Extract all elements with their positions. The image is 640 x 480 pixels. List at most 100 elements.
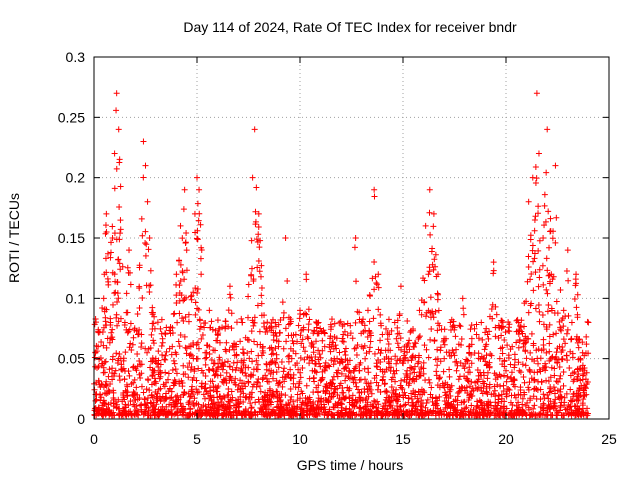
data-point bbox=[414, 360, 421, 367]
data-point bbox=[580, 387, 587, 394]
data-point bbox=[531, 402, 538, 409]
data-point bbox=[287, 318, 294, 325]
data-point bbox=[252, 399, 259, 406]
data-point bbox=[388, 356, 395, 363]
data-point bbox=[554, 310, 561, 317]
data-point bbox=[99, 402, 106, 409]
data-point bbox=[462, 387, 469, 394]
data-point bbox=[94, 364, 101, 371]
data-point bbox=[396, 330, 403, 337]
data-point bbox=[307, 398, 314, 405]
data-point bbox=[98, 394, 105, 401]
data-point bbox=[399, 385, 406, 392]
data-point bbox=[535, 247, 542, 254]
data-point bbox=[547, 355, 554, 362]
data-point bbox=[371, 186, 378, 193]
data-point bbox=[102, 381, 109, 388]
data-point bbox=[479, 402, 486, 409]
data-point bbox=[181, 389, 188, 396]
data-point bbox=[246, 391, 253, 398]
data-point bbox=[527, 397, 534, 404]
data-point bbox=[208, 396, 215, 403]
data-point bbox=[471, 325, 478, 332]
data-point bbox=[460, 311, 467, 318]
data-point bbox=[250, 366, 257, 373]
data-point bbox=[185, 311, 192, 318]
data-point bbox=[428, 384, 435, 391]
data-point bbox=[533, 90, 540, 97]
data-point bbox=[409, 376, 416, 383]
data-point bbox=[539, 404, 546, 411]
data-point bbox=[209, 407, 216, 414]
data-point bbox=[463, 384, 470, 391]
data-point bbox=[364, 334, 371, 341]
data-point bbox=[360, 405, 367, 412]
data-point bbox=[99, 304, 106, 311]
data-point bbox=[543, 169, 550, 176]
data-point bbox=[96, 391, 103, 398]
data-point bbox=[266, 412, 273, 419]
data-point bbox=[181, 333, 188, 340]
data-point bbox=[228, 325, 235, 332]
data-point bbox=[139, 295, 146, 302]
data-point bbox=[370, 403, 377, 410]
data-point bbox=[422, 313, 429, 320]
data-point bbox=[187, 293, 194, 300]
data-point bbox=[406, 380, 413, 387]
data-point bbox=[375, 306, 382, 313]
data-point bbox=[396, 311, 403, 318]
data-point bbox=[351, 374, 358, 381]
data-point bbox=[205, 366, 212, 373]
data-point bbox=[494, 381, 501, 388]
data-point bbox=[535, 210, 542, 217]
data-point bbox=[549, 235, 556, 242]
data-point bbox=[285, 332, 292, 339]
data-point bbox=[104, 275, 111, 282]
data-point bbox=[248, 237, 255, 244]
data-point bbox=[269, 346, 276, 353]
data-point bbox=[227, 294, 234, 301]
data-point bbox=[472, 409, 479, 416]
data-point bbox=[360, 345, 367, 352]
data-point bbox=[401, 355, 408, 362]
data-point bbox=[182, 240, 189, 247]
data-point bbox=[171, 377, 178, 384]
data-point bbox=[233, 364, 240, 371]
data-point bbox=[386, 398, 393, 405]
data-point bbox=[112, 278, 119, 285]
data-point bbox=[528, 270, 535, 277]
data-point bbox=[361, 376, 368, 383]
data-point bbox=[567, 386, 574, 393]
data-point bbox=[201, 324, 208, 331]
data-point bbox=[297, 310, 304, 317]
data-point bbox=[371, 412, 378, 419]
data-point bbox=[485, 398, 492, 405]
data-point bbox=[416, 307, 423, 314]
data-point bbox=[238, 315, 245, 322]
data-point bbox=[113, 90, 120, 97]
data-point bbox=[299, 364, 306, 371]
data-point bbox=[434, 327, 441, 334]
data-point bbox=[465, 408, 472, 415]
data-point bbox=[441, 397, 448, 404]
data-point bbox=[152, 388, 159, 395]
data-point bbox=[302, 310, 309, 317]
data-point bbox=[209, 400, 216, 407]
data-point bbox=[562, 340, 569, 347]
data-point bbox=[370, 315, 377, 322]
data-point bbox=[162, 369, 169, 376]
data-point bbox=[557, 404, 564, 411]
data-point bbox=[369, 275, 376, 282]
data-point bbox=[181, 276, 188, 283]
data-point bbox=[368, 390, 375, 397]
data-point bbox=[273, 368, 280, 375]
y-tick-label: 0.25 bbox=[58, 109, 85, 125]
data-point bbox=[326, 390, 333, 397]
data-point bbox=[402, 401, 409, 408]
data-point bbox=[317, 354, 324, 361]
data-point bbox=[511, 411, 518, 418]
data-point bbox=[299, 399, 306, 406]
data-point bbox=[517, 324, 524, 331]
data-point bbox=[149, 355, 156, 362]
data-point bbox=[558, 317, 565, 324]
